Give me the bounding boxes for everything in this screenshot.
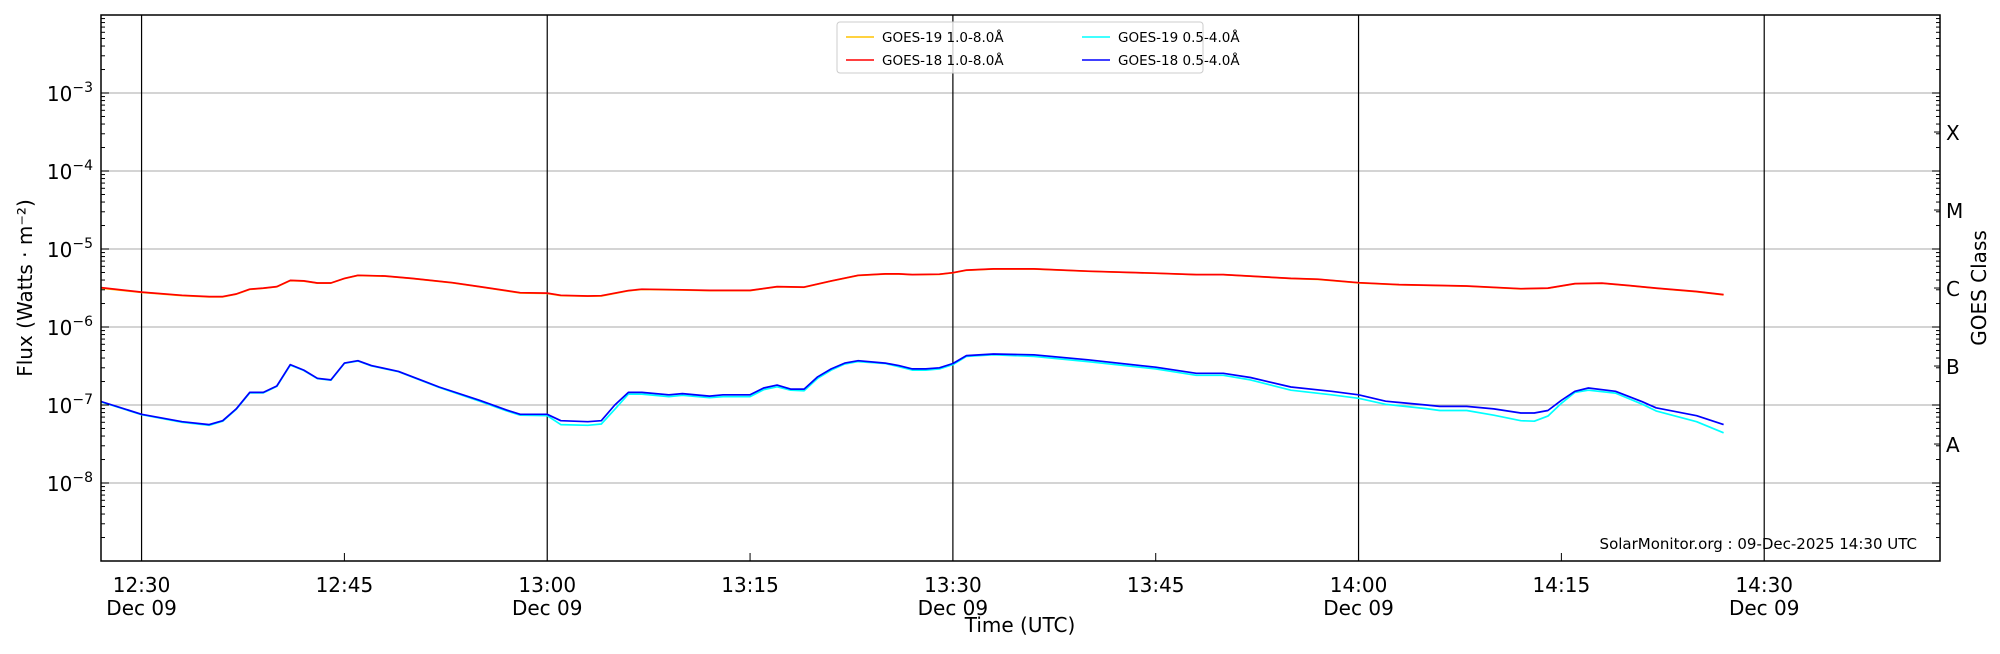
goes-class-label: C: [1946, 277, 1960, 301]
goes-class-label: M: [1946, 199, 1963, 223]
legend-box: [836, 21, 1204, 74]
series-lines: [100, 268, 1724, 434]
x-tick-label: 14:30: [1735, 573, 1793, 597]
y-tick-base: 10: [47, 160, 72, 184]
goes-class-label: X: [1946, 121, 1960, 145]
y-tick-exponent: −4: [72, 158, 93, 174]
legend-label: GOES-19 0.5-4.0Å: [1118, 29, 1240, 46]
x-tick-label: 14:00: [1330, 573, 1388, 597]
x-tick-label: 13:15: [721, 573, 779, 597]
x-tick-date: Dec 09: [512, 596, 583, 620]
x-tick-date: Dec 09: [1729, 596, 1800, 620]
y-axis-ticks: 10−810−710−610−510−410−3: [47, 18, 1940, 562]
x-tick-label: 14:15: [1533, 573, 1591, 597]
y-tick-label: 10−4: [47, 158, 93, 184]
day-markers: [140, 15, 1765, 561]
goes-class-label: B: [1946, 355, 1960, 379]
y-tick-exponent: −8: [72, 470, 93, 486]
y-tick-label: 10−8: [47, 470, 93, 496]
legend-label: GOES-18 1.0-8.0Å: [882, 52, 1004, 69]
y-tick-base: 10: [47, 472, 72, 496]
y-tick-label: 10−7: [47, 392, 93, 418]
series-line-goes-18-0-5-4-0-: [100, 353, 1724, 426]
legend-label: GOES-19 1.0-8.0Å: [882, 29, 1004, 46]
grid: [101, 92, 1940, 484]
series-line-goes-19-1-0-8-0-: [100, 268, 1724, 298]
y-axis-right-label: GOES Class: [1967, 230, 1991, 346]
x-tick-label: 13:30: [924, 573, 982, 597]
x-tick-label: 12:45: [316, 573, 374, 597]
y-axis-label: Flux (Watts · m⁻²): [13, 199, 37, 377]
x-axis-label: Time (UTC): [964, 613, 1076, 637]
goes-class-axis: A B C M X: [1934, 121, 1963, 457]
series-line-goes-19-0-5-4-0-: [100, 353, 1724, 434]
y-tick-exponent: −6: [72, 314, 93, 330]
y-tick-label: 10−5: [47, 236, 93, 262]
x-tick-label: 12:30: [113, 573, 171, 597]
footer-credit: SolarMonitor.org : 09-Dec-2025 14:30 UTC: [1600, 535, 1917, 553]
y-tick-base: 10: [47, 238, 72, 262]
y-tick-label: 10−6: [47, 314, 93, 340]
y-tick-exponent: −5: [72, 236, 93, 252]
y-tick-base: 10: [47, 316, 72, 340]
goes-class-label: A: [1946, 433, 1960, 457]
x-tick-label: 13:00: [518, 573, 576, 597]
y-tick-base: 10: [47, 82, 72, 106]
x-tick-date: Dec 09: [918, 596, 989, 620]
series-line-goes-18-1-0-8-0-: [100, 268, 1724, 298]
legend: GOES-19 1.0-8.0Å GOES-18 1.0-8.0Å GOES-19 …: [836, 21, 1240, 74]
y-tick-exponent: −7: [72, 392, 93, 408]
legend-label: GOES-18 0.5-4.0Å: [1118, 52, 1240, 69]
x-tick-date: Dec 09: [106, 596, 177, 620]
x-tick-label: 13:45: [1127, 573, 1185, 597]
y-tick-label: 10−3: [47, 80, 93, 106]
y-tick-exponent: −3: [72, 80, 93, 96]
y-tick-base: 10: [47, 394, 72, 418]
x-tick-date: Dec 09: [1323, 596, 1394, 620]
